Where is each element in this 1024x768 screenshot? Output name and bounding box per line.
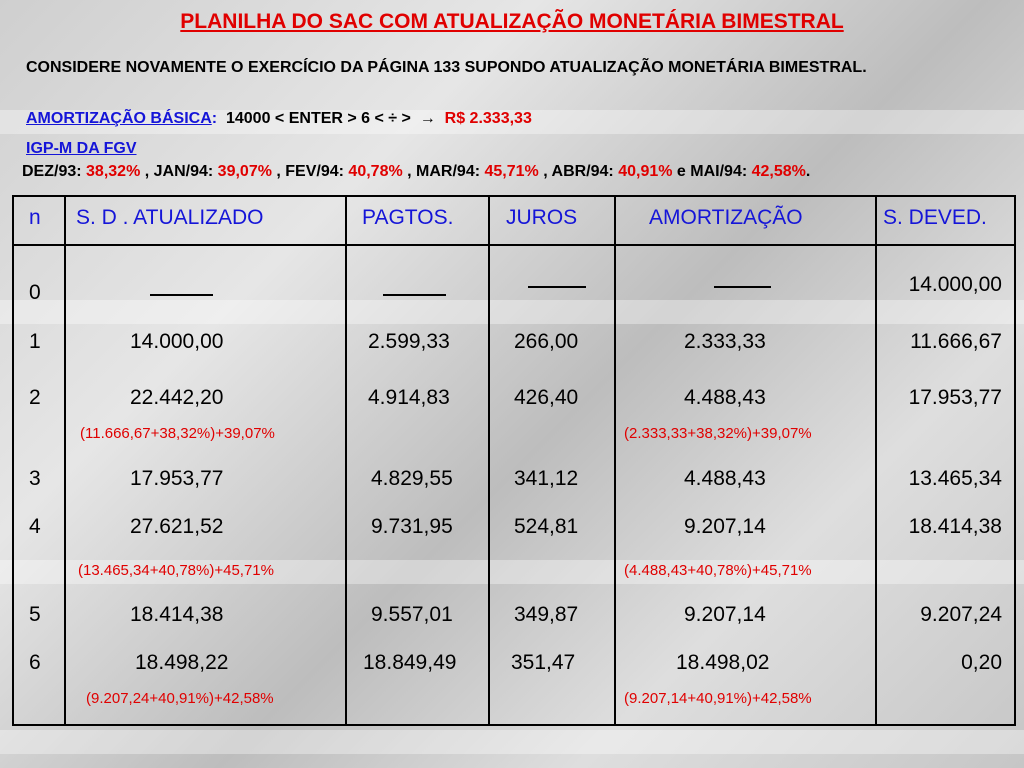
header-divider bbox=[12, 244, 1014, 246]
empty-dash bbox=[714, 286, 771, 288]
igpm-label: IGP-M DA FGV bbox=[26, 140, 137, 157]
row-amortizacao: 18.498,02 bbox=[676, 651, 770, 674]
header-juros: JUROS bbox=[506, 206, 578, 229]
igpm-value: 42,58% bbox=[751, 163, 806, 180]
row-pagtos: 9.731,95 bbox=[371, 515, 453, 538]
row-saldo: 11.666,67 bbox=[910, 330, 1002, 353]
row-pagtos: 2.599,33 bbox=[368, 330, 450, 353]
row-amortizacao: 4.488,43 bbox=[684, 467, 766, 490]
igpm-separator: , bbox=[402, 163, 417, 180]
igpm-value: 40,78% bbox=[348, 163, 403, 180]
row-n: 6 bbox=[29, 651, 41, 674]
row-n: 1 bbox=[29, 330, 41, 353]
igpm-month: DEZ/93: bbox=[22, 163, 82, 180]
row-sd-atualizado: 17.953,77 bbox=[130, 467, 224, 490]
igpm-month: ABR/94: bbox=[551, 163, 614, 180]
row-saldo: 14.000,00 bbox=[908, 273, 1002, 296]
igpm-month: JAN/94: bbox=[153, 163, 214, 180]
igpm-separator: , bbox=[271, 163, 286, 180]
page-title: PLANILHA DO SAC COM ATUALIZAÇÃO MONETÁRI… bbox=[180, 10, 844, 33]
igpm-value: 40,91% bbox=[618, 163, 673, 180]
amortizacao-label: AMORTIZAÇÃO BÁSICA bbox=[26, 110, 212, 127]
arrow-icon: → bbox=[419, 110, 436, 127]
header-amortizacao: AMORTIZAÇÃO bbox=[649, 206, 803, 229]
row-saldo: 13.465,34 bbox=[908, 467, 1002, 490]
row-n: 0 bbox=[29, 281, 41, 304]
column-divider bbox=[64, 195, 66, 724]
row-saldo: 0,20 bbox=[961, 651, 1002, 674]
row-pagtos: 4.914,83 bbox=[368, 386, 450, 409]
amort-formula-note: (9.207,14+40,91%)+42,58% bbox=[624, 690, 812, 707]
empty-dash bbox=[150, 294, 213, 296]
igpm-separator: , bbox=[538, 163, 552, 180]
amortizacao-line: AMORTIZAÇÃO BÁSICA: 14000 < ENTER > 6 < … bbox=[26, 110, 532, 128]
row-saldo: 17.953,77 bbox=[908, 386, 1002, 409]
row-juros: 351,47 bbox=[511, 651, 576, 674]
row-juros: 524,81 bbox=[514, 515, 579, 538]
column-divider bbox=[345, 195, 347, 724]
row-juros: 341,12 bbox=[514, 467, 579, 490]
igpm-values-line: DEZ/93: 38,32% , JAN/94: 39,07% , FEV/94… bbox=[22, 163, 810, 181]
row-saldo: 18.414,38 bbox=[908, 515, 1002, 538]
header-pagtos: PAGTOS. bbox=[362, 206, 454, 229]
row-pagtos: 9.557,01 bbox=[371, 603, 453, 626]
row-amortizacao: 9.207,14 bbox=[684, 515, 766, 538]
intro-text: CONSIDERE NOVAMENTE O EXERCÍCIO DA PÁGIN… bbox=[26, 59, 867, 76]
amortizacao-colon: : bbox=[211, 110, 218, 127]
column-divider bbox=[488, 195, 490, 724]
sd-formula-note: (11.666,67+38,32%)+39,07% bbox=[80, 425, 275, 442]
row-n: 5 bbox=[29, 603, 41, 626]
header-sd-atualizado: S. D . ATUALIZADO bbox=[76, 206, 264, 229]
row-pagtos: 18.849,49 bbox=[363, 651, 457, 674]
row-amortizacao: 2.333,33 bbox=[684, 330, 766, 353]
igpm-month: MAI/94: bbox=[690, 163, 748, 180]
row-n: 2 bbox=[29, 386, 41, 409]
igpm-separator: e bbox=[672, 163, 691, 180]
igpm-value: 38,32% bbox=[86, 163, 141, 180]
row-sd-atualizado: 27.621,52 bbox=[130, 515, 224, 538]
row-n: 3 bbox=[29, 467, 41, 490]
row-juros: 426,40 bbox=[514, 386, 579, 409]
amort-formula-note: (4.488,43+40,78%)+45,71% bbox=[624, 562, 812, 579]
igpm-value: 45,71% bbox=[484, 163, 539, 180]
sd-formula-note: (13.465,34+40,78%)+45,71% bbox=[78, 562, 274, 579]
igpm-value: 39,07% bbox=[217, 163, 272, 180]
row-juros: 349,87 bbox=[514, 603, 579, 626]
amort-formula-note: (2.333,33+38,32%)+39,07% bbox=[624, 425, 812, 442]
header-n: n bbox=[29, 206, 41, 229]
row-sd-atualizado: 18.414,38 bbox=[130, 603, 224, 626]
igpm-month: FEV/94: bbox=[285, 163, 344, 180]
igpm-separator: , bbox=[140, 163, 154, 180]
header-s-deved: S. DEVED. bbox=[883, 206, 987, 229]
column-divider bbox=[614, 195, 616, 724]
amortizacao-result: R$ 2.333,33 bbox=[444, 110, 532, 127]
sac-table bbox=[12, 195, 1016, 726]
row-pagtos: 4.829,55 bbox=[371, 467, 453, 490]
row-sd-atualizado: 14.000,00 bbox=[130, 330, 224, 353]
empty-dash bbox=[383, 294, 446, 296]
amortizacao-keys: 14000 < ENTER > 6 < ÷ > bbox=[225, 110, 411, 127]
igpm-month: MAR/94: bbox=[416, 163, 481, 180]
row-saldo: 9.207,24 bbox=[920, 603, 1002, 626]
row-amortizacao: 4.488,43 bbox=[684, 386, 766, 409]
row-sd-atualizado: 22.442,20 bbox=[130, 386, 224, 409]
empty-dash bbox=[528, 286, 586, 288]
column-divider bbox=[875, 195, 877, 724]
row-amortizacao: 9.207,14 bbox=[684, 603, 766, 626]
sd-formula-note: (9.207,24+40,91%)+42,58% bbox=[86, 690, 274, 707]
igpm-separator: . bbox=[805, 163, 811, 180]
row-juros: 266,00 bbox=[514, 330, 579, 353]
row-sd-atualizado: 18.498,22 bbox=[135, 651, 229, 674]
row-n: 4 bbox=[29, 515, 41, 538]
